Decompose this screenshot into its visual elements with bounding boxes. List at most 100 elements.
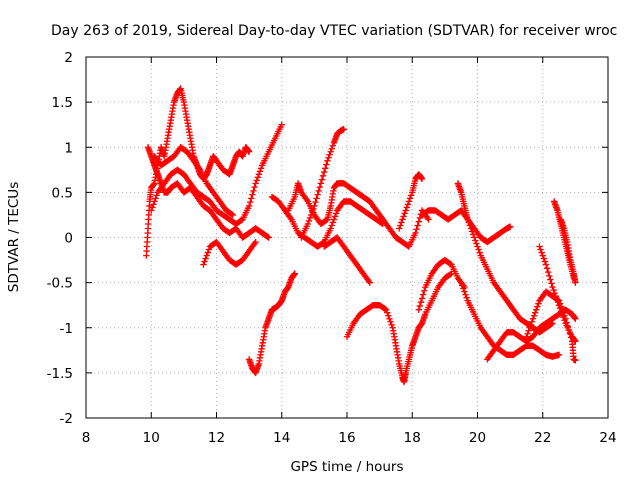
data-point-interp	[325, 154, 332, 161]
data-point	[229, 211, 237, 219]
y-tick-label: 1.5	[52, 95, 73, 111]
data-point-interp	[467, 225, 475, 232]
data-point	[542, 261, 550, 268]
data-points	[143, 85, 579, 386]
data-point-interp	[535, 300, 542, 307]
data-point	[464, 216, 471, 223]
data-point-interp	[328, 145, 335, 152]
data-point-interp	[541, 258, 549, 265]
data-point-interp	[388, 321, 395, 328]
series-arc-1	[143, 85, 253, 259]
data-point-interp	[547, 276, 554, 283]
y-tick-label: 1	[64, 140, 73, 156]
data-point-interp	[149, 204, 156, 211]
data-point-interp	[381, 305, 389, 313]
data-point-interp	[475, 246, 482, 253]
data-point-interp	[407, 192, 415, 199]
data-point	[471, 234, 478, 241]
data-point-interp	[474, 243, 481, 250]
data-point-interp	[403, 204, 411, 211]
data-point-interp	[253, 177, 260, 184]
data-point	[311, 202, 318, 210]
data-point-interp	[524, 330, 531, 337]
data-point	[506, 223, 514, 230]
data-point-interp	[472, 237, 479, 244]
series-arc-6	[245, 270, 298, 377]
data-point-interp	[526, 324, 533, 331]
y-tick-label: -1.5	[47, 366, 73, 382]
data-point-interp	[416, 302, 424, 310]
data-point	[572, 315, 579, 322]
data-point-interp	[539, 252, 546, 259]
data-point-interp	[255, 171, 263, 178]
data-point	[324, 157, 331, 164]
x-tick-label: 18	[404, 430, 421, 446]
data-point	[536, 243, 543, 250]
data-point-interp	[527, 321, 534, 328]
data-point	[278, 121, 285, 128]
data-point-interp	[415, 218, 422, 225]
data-point-interp	[560, 309, 567, 316]
data-point-interp	[463, 294, 470, 301]
y-tick-label: -2	[60, 411, 73, 427]
data-point-interp	[417, 298, 425, 306]
data-point	[382, 306, 390, 313]
data-point	[148, 207, 155, 214]
data-point	[555, 351, 563, 359]
data-point-interp	[322, 165, 329, 172]
data-point-interp	[332, 210, 340, 217]
series-arc-9	[298, 126, 347, 241]
data-point	[265, 234, 272, 241]
data-point-interp	[264, 233, 271, 240]
y-tick-label: 0.5	[52, 185, 73, 201]
data-point-interp	[309, 208, 316, 216]
data-point-interp	[306, 214, 314, 222]
data-point-interp	[318, 176, 326, 183]
x-tick-label: 12	[208, 430, 225, 446]
data-point-interp	[528, 318, 536, 325]
data-point-interp	[540, 255, 548, 262]
data-point-interp	[387, 318, 394, 325]
data-point-interp	[257, 165, 265, 172]
data-point-interp	[567, 334, 575, 341]
data-point-interp	[331, 213, 339, 220]
data-point-interp	[554, 296, 562, 304]
data-point-interp	[543, 265, 551, 272]
data-point-interp	[525, 327, 532, 334]
data-point-interp	[558, 303, 565, 310]
x-tick-label: 10	[143, 430, 160, 446]
data-point-interp	[405, 198, 413, 205]
data-point	[252, 238, 259, 246]
x-tick-label: 14	[273, 430, 290, 446]
y-axis: 2 1.5 1 0.5 0 -0.5 -1 -1.5 -2	[47, 50, 608, 427]
series-arc-11	[343, 270, 455, 386]
data-point-interp	[250, 187, 257, 195]
data-point-interp	[248, 195, 255, 202]
data-point-interp	[534, 303, 541, 310]
plot-frame	[85, 56, 609, 419]
data-point-interp	[201, 258, 208, 265]
data-point-interp	[564, 323, 571, 330]
x-tick-label: 8	[82, 430, 91, 446]
data-point-interp	[312, 198, 319, 206]
data-point-interp	[204, 249, 211, 256]
data-point-interp	[247, 198, 254, 206]
data-point-interp	[386, 315, 393, 322]
y-tick-label: 0	[64, 231, 73, 247]
data-point-interp	[399, 216, 406, 223]
data-point-interp	[315, 187, 322, 195]
data-point	[245, 148, 253, 155]
y-tick-label: -1	[60, 321, 73, 337]
data-point-interp	[406, 195, 414, 202]
data-point-interp	[462, 291, 469, 298]
data-point-interp	[418, 295, 426, 302]
data-point-interp	[550, 286, 557, 294]
data-point-interp	[421, 287, 428, 295]
data-point-interp	[559, 306, 566, 313]
data-point-interp	[228, 210, 235, 218]
data-point-interp	[314, 191, 321, 198]
x-axis-label: GPS time / hours	[290, 459, 403, 475]
data-point	[245, 202, 253, 210]
data-point-interp	[556, 300, 564, 307]
data-point	[529, 315, 537, 322]
